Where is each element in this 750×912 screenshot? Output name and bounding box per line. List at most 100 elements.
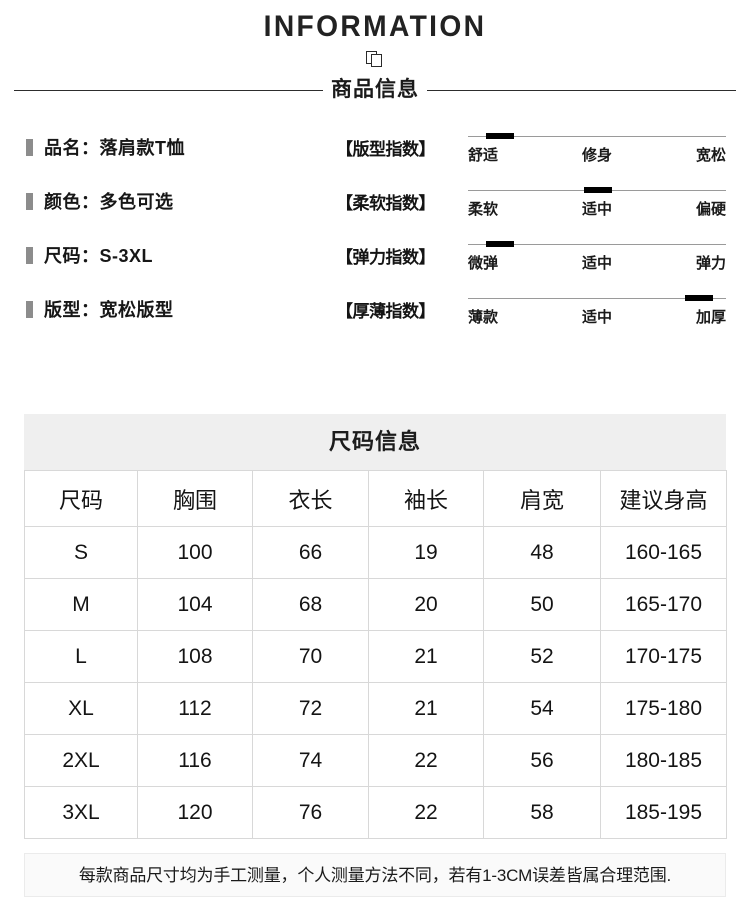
cell-length: 66 <box>252 526 369 579</box>
meter-tick-high: 宽松 <box>695 147 726 164</box>
size-table-title: 尺码信息 <box>24 414 726 470</box>
meter-tick-mid: 修身 <box>581 147 613 164</box>
index-meter: 薄款 适中 加厚 <box>468 290 726 328</box>
cell-bust: 100 <box>137 526 253 579</box>
cell-sleeve: 20 <box>368 578 484 631</box>
section-divider: 商品信息 <box>0 75 750 105</box>
overlapping-squares-icon <box>366 50 384 68</box>
meter-tick-labels: 薄款 适中 加厚 <box>468 306 726 327</box>
cell-length: 72 <box>252 682 369 735</box>
cell-length: 76 <box>252 786 369 839</box>
index-row-fit: 【版型指数】 舒适 修身 宽松 <box>336 120 726 174</box>
cell-height: 165-170 <box>600 578 727 631</box>
table-row: 2XL 116 74 22 56 180-185 <box>24 734 727 787</box>
index-label: 【弹力指数】 <box>336 247 436 267</box>
cell-height: 175-180 <box>600 682 727 735</box>
cell-shoulder: 52 <box>483 630 601 683</box>
meter-tick-labels: 微弹 适中 弹力 <box>468 252 726 273</box>
table-row: L 108 70 21 52 170-175 <box>24 630 727 683</box>
cell-bust: 104 <box>137 578 253 631</box>
table-row: M 104 68 20 50 165-170 <box>24 578 727 631</box>
cell-bust: 108 <box>137 630 253 683</box>
meter-track <box>468 136 726 137</box>
spec-item-color: 颜色：多色可选 <box>26 174 336 228</box>
spec-list: 品名：落肩款T恤 颜色：多色可选 尺码：S-3XL 版型：宽松版型 <box>26 120 336 336</box>
index-row-elasticity: 【弹力指数】 微弹 适中 弹力 <box>336 228 726 282</box>
cell-sleeve: 22 <box>368 786 484 839</box>
spec-item-name: 品名：落肩款T恤 <box>26 120 336 174</box>
cell-size: XL <box>24 682 138 735</box>
size-table: 尺码 胸围 衣长 袖长 肩宽 建议身高 S 100 66 19 48 160-1… <box>24 470 727 839</box>
index-meter: 舒适 修身 宽松 <box>468 128 726 166</box>
measurement-disclaimer: 每款商品尺寸均为手工测量，个人测量方法不同，若有1-3CM误差皆属合理范围. <box>24 853 726 897</box>
meter-tick-low: 柔软 <box>468 201 499 218</box>
bullet-icon <box>26 246 33 264</box>
cell-height: 185-195 <box>600 786 727 839</box>
spec-label: 颜色：多色可选 <box>44 192 174 212</box>
square-front <box>371 54 382 67</box>
cell-size: S <box>24 526 138 579</box>
meter-tick-mid: 适中 <box>581 201 613 218</box>
divider-line-right <box>427 89 736 91</box>
column-header: 衣长 <box>252 470 369 527</box>
bullet-icon <box>26 192 33 210</box>
size-table-head: 尺码 胸围 衣长 袖长 肩宽 建议身高 <box>24 470 727 527</box>
meter-track <box>468 244 726 245</box>
meter-marker <box>684 295 713 301</box>
cell-length: 68 <box>252 578 369 631</box>
table-row: XL 112 72 21 54 175-180 <box>24 682 727 735</box>
size-table-body: S 100 66 19 48 160-165 M 104 68 20 50 16… <box>24 526 727 839</box>
meter-track <box>468 298 726 299</box>
index-label: 【柔软指数】 <box>336 193 436 213</box>
index-row-thickness: 【厚薄指数】 薄款 适中 加厚 <box>336 282 726 336</box>
meter-tick-high: 偏硬 <box>695 201 726 218</box>
cell-length: 74 <box>252 734 369 787</box>
column-header: 袖长 <box>368 470 484 527</box>
bullet-icon <box>26 300 33 318</box>
page-title-cn: 商品信息 <box>331 78 419 101</box>
column-header: 尺码 <box>24 470 138 527</box>
meter-marker <box>486 241 515 247</box>
table-header-row: 尺码 胸围 衣长 袖长 肩宽 建议身高 <box>24 470 727 527</box>
cell-sleeve: 21 <box>368 630 484 683</box>
index-meter-list: 【版型指数】 舒适 修身 宽松 【柔软指数】 柔软 适中 偏硬 <box>336 120 726 336</box>
size-information-block: 尺码信息 尺码 胸围 衣长 袖长 肩宽 建议身高 S 100 66 19 48 … <box>24 414 727 897</box>
cell-size: L <box>24 630 138 683</box>
index-label: 【厚薄指数】 <box>336 301 436 321</box>
cell-sleeve: 19 <box>368 526 484 579</box>
meter-tick-low: 微弹 <box>468 255 499 272</box>
meter-tick-mid: 适中 <box>581 309 613 326</box>
spec-item-fit: 版型：宽松版型 <box>26 282 336 336</box>
meter-marker <box>584 187 613 193</box>
table-row: S 100 66 19 48 160-165 <box>24 526 727 579</box>
product-info-area: 品名：落肩款T恤 颜色：多色可选 尺码：S-3XL 版型：宽松版型 【版型指数】… <box>0 108 750 366</box>
spec-label: 尺码：S-3XL <box>44 246 154 266</box>
divider-line-left <box>14 89 323 91</box>
meter-tick-mid: 适中 <box>581 255 613 272</box>
column-header: 建议身高 <box>600 470 727 527</box>
meter-tick-high: 加厚 <box>695 309 726 326</box>
cell-bust: 116 <box>137 734 253 787</box>
cell-height: 170-175 <box>600 630 727 683</box>
page-header: INFORMATION 商品信息 <box>0 0 750 108</box>
spec-item-size: 尺码：S-3XL <box>26 228 336 282</box>
meter-tick-labels: 舒适 修身 宽松 <box>468 144 726 165</box>
column-header: 胸围 <box>137 470 253 527</box>
cell-sleeve: 22 <box>368 734 484 787</box>
bullet-icon <box>26 138 33 156</box>
cell-shoulder: 48 <box>483 526 601 579</box>
cell-shoulder: 54 <box>483 682 601 735</box>
cell-bust: 120 <box>137 786 253 839</box>
cell-size: M <box>24 578 138 631</box>
cell-height: 180-185 <box>600 734 727 787</box>
cell-sleeve: 21 <box>368 682 484 735</box>
spec-label: 品名：落肩款T恤 <box>44 138 185 158</box>
cell-shoulder: 50 <box>483 578 601 631</box>
index-row-softness: 【柔软指数】 柔软 适中 偏硬 <box>336 174 726 228</box>
meter-tick-low: 舒适 <box>468 147 499 164</box>
page-title-en: INFORMATION <box>263 10 487 43</box>
table-row: 3XL 120 76 22 58 185-195 <box>24 786 727 839</box>
cell-size: 2XL <box>24 734 138 787</box>
meter-marker <box>486 133 515 139</box>
meter-tick-low: 薄款 <box>468 309 499 326</box>
